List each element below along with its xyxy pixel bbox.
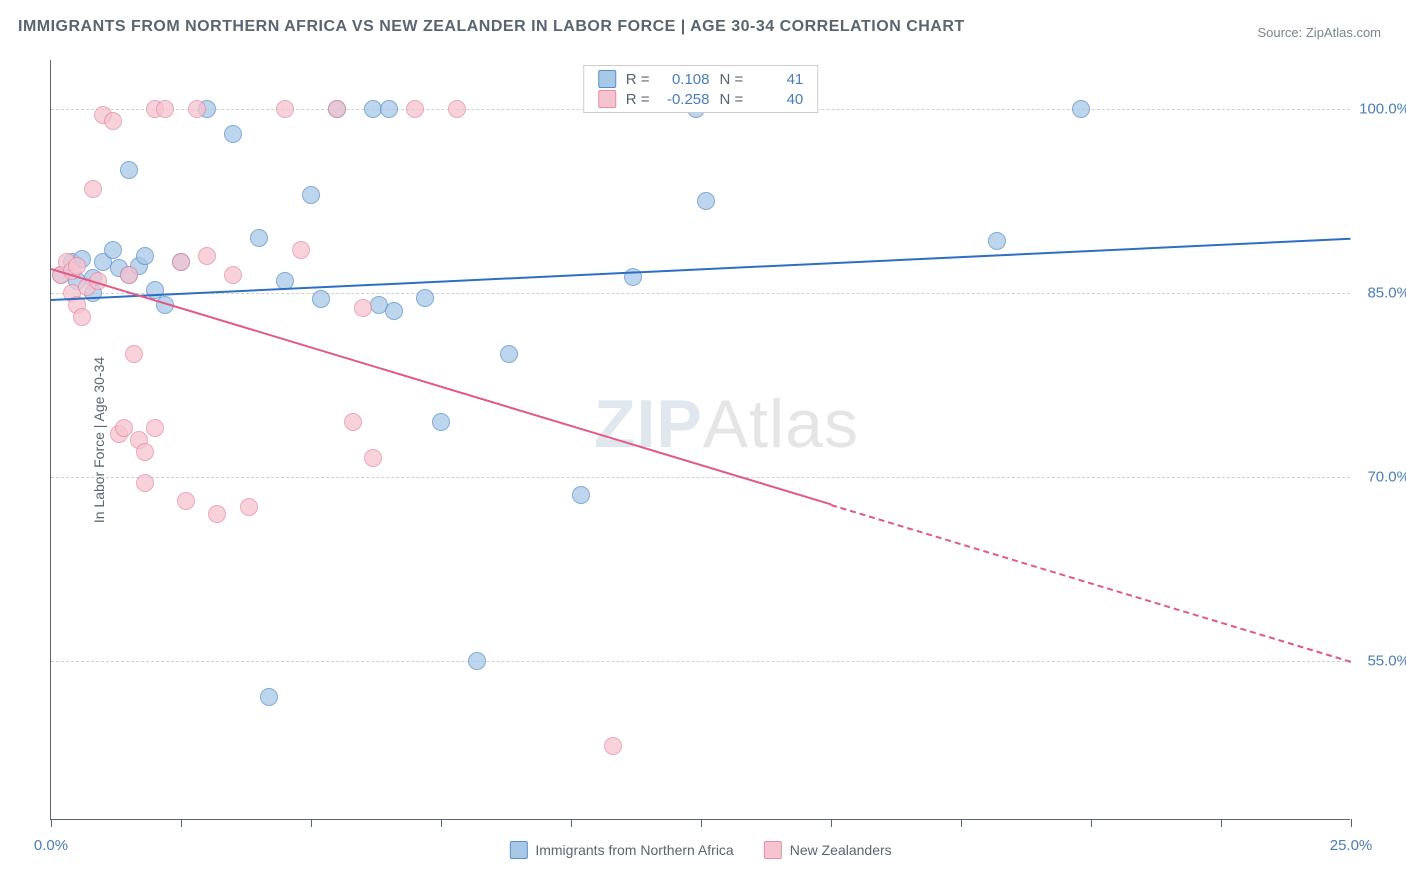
- trend-line: [51, 268, 832, 505]
- data-point: [380, 100, 398, 118]
- x-tick-label: 0.0%: [34, 837, 68, 854]
- data-point: [312, 290, 330, 308]
- y-tick-label: 70.0%: [1367, 468, 1406, 485]
- legend-n-label: N =: [720, 91, 744, 108]
- x-tick: [701, 819, 702, 827]
- data-point: [697, 192, 715, 210]
- data-point: [136, 443, 154, 461]
- gridline: [51, 477, 1350, 478]
- source-attribution: Source: ZipAtlas.com: [1257, 25, 1381, 40]
- y-tick-label: 55.0%: [1367, 652, 1406, 669]
- legend-swatch: [509, 841, 527, 859]
- x-tick: [961, 819, 962, 827]
- legend-swatch: [598, 70, 616, 88]
- correlation-legend: R = 0.108 N = 41 R = -0.258 N = 40: [583, 65, 819, 113]
- data-point: [260, 688, 278, 706]
- data-point: [156, 100, 174, 118]
- data-point: [432, 413, 450, 431]
- x-tick: [1221, 819, 1222, 827]
- data-point: [84, 180, 102, 198]
- data-point: [448, 100, 466, 118]
- legend-r-value: 0.108: [660, 71, 710, 88]
- x-tick: [311, 819, 312, 827]
- data-point: [104, 112, 122, 130]
- legend-n-label: N =: [720, 71, 744, 88]
- gridline: [51, 661, 1350, 662]
- data-point: [385, 302, 403, 320]
- legend-row: R = -0.258 N = 40: [598, 90, 804, 108]
- data-point: [198, 247, 216, 265]
- data-point: [115, 419, 133, 437]
- x-tick: [571, 819, 572, 827]
- x-tick: [1091, 819, 1092, 827]
- data-point: [68, 257, 86, 275]
- x-tick: [181, 819, 182, 827]
- data-point: [208, 505, 226, 523]
- data-point: [354, 299, 372, 317]
- data-point: [344, 413, 362, 431]
- data-point: [104, 241, 122, 259]
- legend-r-value: -0.258: [660, 91, 710, 108]
- data-point: [604, 737, 622, 755]
- data-point: [500, 345, 518, 363]
- data-point: [292, 241, 310, 259]
- x-tick: [831, 819, 832, 827]
- legend-r-label: R =: [626, 91, 650, 108]
- data-point: [146, 419, 164, 437]
- data-point: [224, 125, 242, 143]
- x-tick: [441, 819, 442, 827]
- legend-r-label: R =: [626, 71, 650, 88]
- y-tick-label: 85.0%: [1367, 284, 1406, 301]
- data-point: [73, 308, 91, 326]
- legend-label: Immigrants from Northern Africa: [535, 842, 733, 858]
- data-point: [188, 100, 206, 118]
- data-point: [276, 100, 294, 118]
- legend-n-value: 41: [753, 71, 803, 88]
- x-tick: [1351, 819, 1352, 827]
- legend-item: New Zealanders: [764, 841, 892, 859]
- y-tick-label: 100.0%: [1359, 101, 1406, 118]
- legend-row: R = 0.108 N = 41: [598, 70, 804, 88]
- data-point: [120, 266, 138, 284]
- data-point: [172, 253, 190, 271]
- x-tick: [51, 819, 52, 827]
- data-point: [302, 186, 320, 204]
- legend-label: New Zealanders: [790, 842, 892, 858]
- chart-title: IMMIGRANTS FROM NORTHERN AFRICA VS NEW Z…: [18, 18, 965, 36]
- data-point: [120, 161, 138, 179]
- x-tick-label: 25.0%: [1330, 837, 1373, 854]
- data-point: [988, 232, 1006, 250]
- data-point: [136, 474, 154, 492]
- data-point: [572, 486, 590, 504]
- chart-plot-area: In Labor Force | Age 30-34 ZIPAtlas R = 0…: [50, 60, 1350, 820]
- trend-line: [51, 238, 1351, 301]
- series-legend: Immigrants from Northern Africa New Zeala…: [509, 841, 891, 859]
- data-point: [250, 229, 268, 247]
- data-point: [328, 100, 346, 118]
- data-point: [136, 247, 154, 265]
- data-point: [364, 449, 382, 467]
- data-point: [240, 498, 258, 516]
- data-point: [416, 289, 434, 307]
- legend-swatch: [764, 841, 782, 859]
- data-point: [224, 266, 242, 284]
- legend-item: Immigrants from Northern Africa: [509, 841, 733, 859]
- watermark: ZIPAtlas: [594, 385, 859, 463]
- data-point: [125, 345, 143, 363]
- data-point: [468, 652, 486, 670]
- y-axis-label: In Labor Force | Age 30-34: [91, 356, 107, 522]
- gridline: [51, 293, 1350, 294]
- trend-line-extrapolated: [831, 504, 1352, 663]
- data-point: [1072, 100, 1090, 118]
- data-point: [177, 492, 195, 510]
- legend-n-value: 40: [753, 91, 803, 108]
- legend-swatch: [598, 90, 616, 108]
- data-point: [406, 100, 424, 118]
